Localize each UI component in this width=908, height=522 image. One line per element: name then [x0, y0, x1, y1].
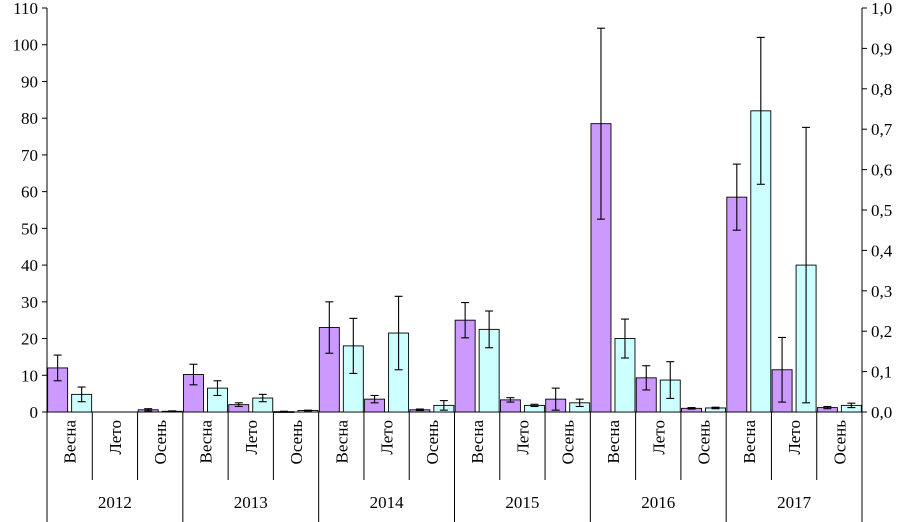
y-left-tick-label: 90: [21, 72, 38, 91]
year-label: 2015: [505, 493, 539, 512]
season-label: Весна: [604, 420, 623, 464]
season-label: Лето: [378, 420, 397, 455]
year-label: 2013: [234, 493, 268, 512]
season-label: Осень: [287, 420, 306, 465]
season-label: Осень: [423, 420, 442, 465]
season-label: Весна: [196, 420, 215, 464]
season-label: Весна: [740, 420, 759, 464]
season-label: Весна: [61, 420, 80, 464]
error-bars-layer: [53, 27, 856, 413]
y-left-tick-label: 60: [21, 183, 38, 202]
season-label: Лето: [106, 420, 125, 455]
y-right-tick-label: 0,5: [871, 201, 892, 220]
y-left-tick-label: 0: [30, 403, 39, 422]
y-left-tick-label: 20: [21, 330, 38, 349]
y-right-tick-label: 0,4: [871, 241, 893, 260]
season-label: Весна: [468, 420, 487, 464]
y-left-tick-label: 10: [21, 366, 38, 385]
y-right-tick-label: 0,7: [871, 120, 893, 139]
season-label: Весна: [332, 420, 351, 464]
y-right-tick-label: 1,0: [871, 0, 892, 18]
year-label: 2017: [777, 493, 812, 512]
y-right-tick-label: 0,6: [871, 161, 892, 180]
y-left-tick-label: 40: [21, 256, 38, 275]
season-label: Лето: [785, 420, 804, 455]
bars-layer: [47, 110, 862, 413]
y-right-tick-label: 0,0: [871, 403, 892, 422]
y-left-tick-label: 50: [21, 219, 38, 238]
y-right-tick-label: 0,2: [871, 322, 892, 341]
y-left-tick-label: 100: [13, 36, 39, 55]
y-left-tick-label: 70: [21, 146, 38, 165]
y-left-tick-label: 80: [21, 109, 38, 128]
y-left-tick-label: 30: [21, 293, 38, 312]
season-label: Лето: [513, 420, 532, 455]
year-label: 2012: [98, 493, 132, 512]
season-label: Осень: [830, 420, 849, 465]
labels-layer: 0 10 20 30 40 50 60 70 80 90 100 110 0,0 0,1 0,2 0,3 0,4…: [13, 0, 893, 512]
y-right-tick-label: 0,3: [871, 282, 892, 301]
year-label: 2014: [370, 493, 405, 512]
season-label: Осень: [695, 420, 714, 465]
season-label: Осень: [559, 420, 578, 465]
y-right-tick-label: 0,1: [871, 363, 892, 382]
axes-layer: [42, 7, 867, 522]
season-label: Лето: [242, 420, 261, 455]
y-left-tick-label: 110: [13, 0, 38, 18]
year-label: 2016: [641, 493, 675, 512]
season-label: Осень: [151, 420, 170, 465]
y-right-tick-label: 0,8: [871, 80, 892, 99]
y-right-tick-label: 0,9: [871, 39, 892, 58]
season-label: Лето: [649, 420, 668, 455]
